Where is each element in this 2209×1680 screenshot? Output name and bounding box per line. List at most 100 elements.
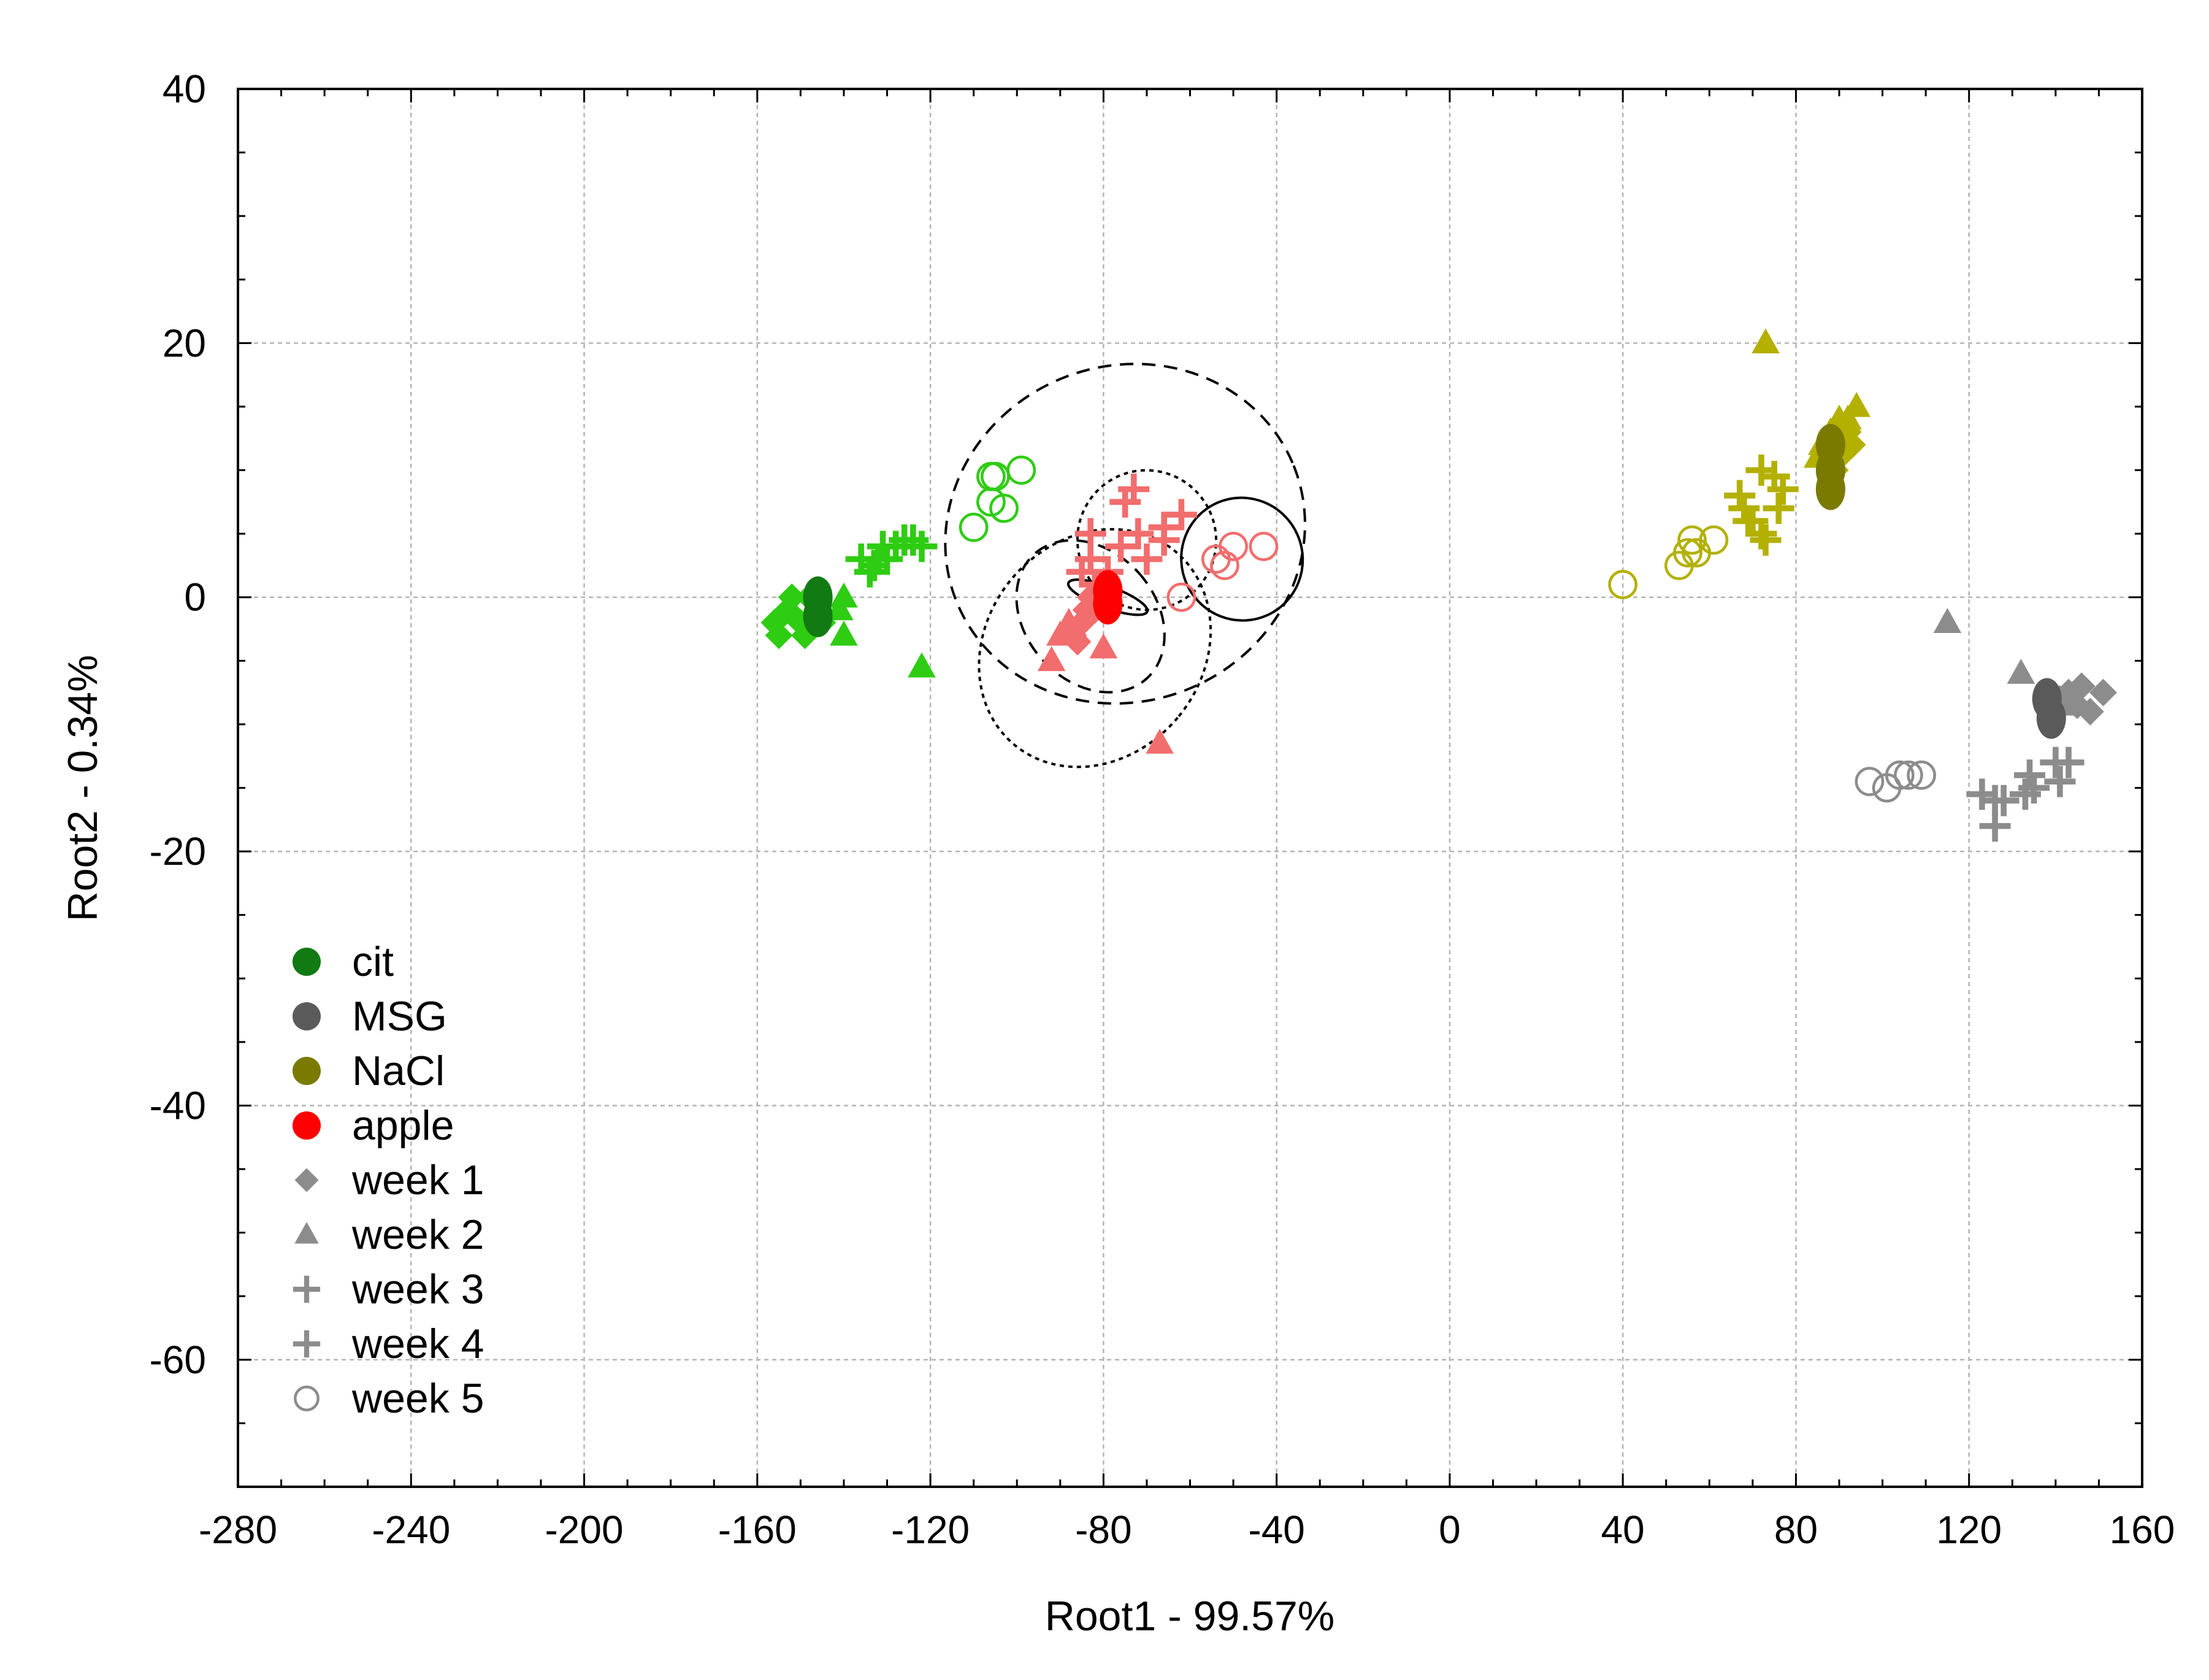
- MSG-week3-point: [2009, 778, 2041, 810]
- MSG-week1-point: [2067, 672, 2096, 700]
- cit-week4-point: [858, 550, 890, 581]
- MSG-week4-point: [2053, 746, 2085, 778]
- apple-week3-point: [1074, 518, 1106, 550]
- confidence-ellipse: [944, 362, 1306, 705]
- MSG-centroid-marker: [2036, 697, 2066, 739]
- cit-week3-point: [871, 543, 903, 575]
- cit-week3-point: [845, 543, 877, 575]
- apple-week5-point: [1219, 532, 1248, 561]
- legend-label: week 3: [351, 1266, 484, 1313]
- NaCl-week4-point: [1728, 493, 1760, 524]
- apple-week5-point: [1210, 551, 1239, 580]
- cit-week5-point: [959, 512, 989, 542]
- MSG-week5-point: [1907, 760, 1936, 790]
- NaCl-week3-point: [1763, 493, 1794, 524]
- legend-marker: [292, 1111, 321, 1140]
- legend-label: apple: [352, 1102, 454, 1149]
- MSG-week2-point: [1933, 608, 1962, 633]
- x-tick-label: -280: [199, 1508, 277, 1552]
- cit-week1-point: [778, 583, 806, 612]
- MSG-week3-point: [1966, 778, 1998, 810]
- cit-week4-point: [897, 524, 929, 556]
- legend-marker: [294, 1386, 320, 1411]
- apple-week4-point: [1122, 518, 1154, 550]
- legend-label: week 4: [351, 1321, 484, 1367]
- x-tick-label: -40: [1248, 1508, 1305, 1552]
- NaCl-week2-point: [1834, 404, 1862, 430]
- apple-week3-point: [1066, 556, 1098, 588]
- apple-week4-point: [1118, 474, 1150, 505]
- NaCl-week1-point: [1838, 431, 1866, 459]
- x-tick-label: 0: [1439, 1508, 1461, 1552]
- apple-week5-point: [1249, 532, 1279, 561]
- apple-week2-point: [1037, 646, 1066, 672]
- NaCl-week4-point: [1767, 474, 1799, 505]
- MSG-week4-point: [2044, 765, 2076, 797]
- apple-centroid-marker: [1093, 570, 1123, 612]
- legend-marker: [293, 1330, 321, 1358]
- y-tick-label: -40: [150, 1083, 207, 1127]
- NaCl-week4-point: [1758, 461, 1790, 493]
- cit-week2-point: [830, 620, 858, 646]
- apple-week4-point: [1148, 524, 1180, 556]
- legend-marker: [292, 1002, 321, 1031]
- apple-week5-point: [1166, 582, 1196, 612]
- NaCl-week3-point: [1737, 505, 1769, 537]
- axis-ticks: [237, 88, 2143, 1488]
- legend-marker: [294, 1168, 319, 1192]
- MSG-week4-point: [2014, 759, 2046, 791]
- NaCl-centroid-marker: [1815, 424, 1845, 466]
- y-tick-label: 20: [163, 321, 206, 365]
- cit-week5-point: [1006, 455, 1036, 485]
- cit-week1-point: [765, 621, 793, 650]
- data-points: [760, 328, 2117, 842]
- NaCl-week3-point: [1745, 518, 1777, 550]
- x-tick-label: -120: [891, 1508, 970, 1552]
- MSG-week5-point: [1885, 760, 1915, 790]
- legend-label: cit: [352, 938, 394, 985]
- cit-week5-point: [989, 493, 1019, 523]
- legend-marker: [293, 1275, 321, 1303]
- NaCl-week3-point: [1724, 480, 1756, 512]
- legend-label: week 1: [351, 1157, 484, 1203]
- apple-week2-point: [1146, 728, 1174, 754]
- cit-centroid-marker: [803, 576, 833, 618]
- NaCl-week5-point: [1677, 525, 1707, 555]
- legend-label: week 2: [351, 1211, 484, 1258]
- grid: [238, 89, 2142, 1487]
- legend-marker: [292, 947, 321, 976]
- x-tick-label: -200: [545, 1508, 623, 1552]
- apple-week3-point: [1074, 543, 1106, 575]
- MSG-week1-point: [2089, 678, 2117, 707]
- cit-week5-point: [976, 487, 1006, 517]
- MSG-week2-point: [2007, 659, 2035, 684]
- x-tick-label: -160: [718, 1508, 797, 1552]
- legend-label: NaCl: [352, 1048, 445, 1094]
- MSG-week5-point: [1894, 760, 1923, 790]
- apple-week4-point: [1105, 531, 1137, 562]
- legend-marker: [294, 1222, 319, 1244]
- y-axis-title: Root2 - 0.34%: [59, 655, 106, 922]
- MSG-week4-point: [1988, 784, 2019, 816]
- cit-week2-point: [908, 652, 936, 678]
- x-axis-title: Root1 - 99.57%: [1045, 1593, 1335, 1640]
- x-tick-label: -240: [372, 1508, 450, 1552]
- apple-week2-point: [1089, 633, 1118, 659]
- legend: cit MSG NaCl apple week 1 week 2 week 3 week 4 w…: [292, 938, 484, 1422]
- tick-labels: -280 -240 -200 -160 -120 -80 -40 0 40 80 120 160402…: [150, 67, 2175, 1552]
- cit-week4-point: [880, 531, 912, 562]
- legend-label: MSG: [352, 993, 447, 1040]
- y-tick-label: -60: [150, 1338, 207, 1382]
- NaCl-week4-point: [1745, 455, 1777, 486]
- apple-week2-point: [1046, 620, 1074, 646]
- apple-week4-point: [1165, 499, 1197, 531]
- NaCl-week5-point: [1673, 538, 1702, 568]
- NaCl-week4-point: [1750, 524, 1782, 556]
- NaCl-week5-point: [1608, 570, 1638, 599]
- x-tick-label: 40: [1601, 1508, 1645, 1552]
- x-tick-label: 80: [1774, 1508, 1818, 1552]
- apple-week1-point: [1063, 627, 1092, 656]
